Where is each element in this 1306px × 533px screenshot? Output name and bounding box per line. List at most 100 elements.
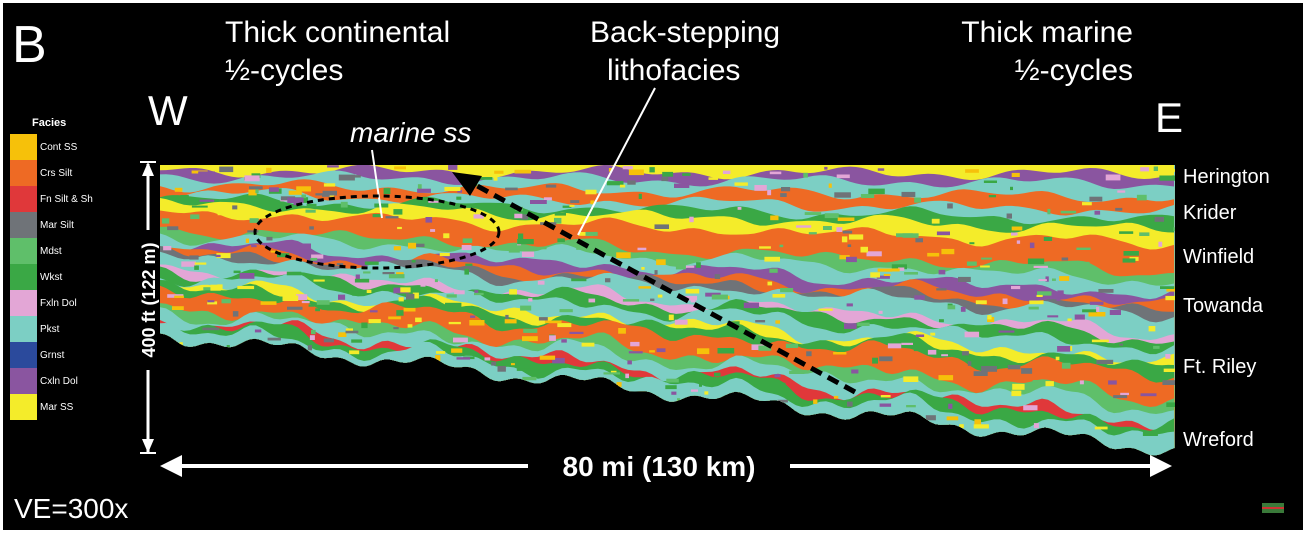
facies-patch bbox=[306, 210, 316, 213]
facies-patch bbox=[448, 165, 457, 170]
facies-patch bbox=[283, 296, 299, 302]
facies-patch bbox=[809, 232, 817, 234]
legend-label: Mdst bbox=[40, 246, 62, 257]
facies-patch bbox=[363, 271, 370, 273]
facies-patch bbox=[1044, 237, 1052, 241]
facies-patch bbox=[269, 187, 279, 192]
facies-patch bbox=[289, 191, 302, 195]
facies-patch bbox=[947, 203, 953, 208]
facies-patch bbox=[888, 343, 901, 348]
facies-patch bbox=[393, 327, 398, 329]
facies-patch bbox=[712, 295, 728, 300]
facies-patch bbox=[625, 374, 629, 379]
facies-patch bbox=[400, 287, 410, 292]
facies-patch bbox=[251, 245, 257, 247]
legend-title: Facies bbox=[32, 117, 66, 129]
facies-patch bbox=[365, 262, 379, 265]
facies-patch bbox=[939, 270, 946, 275]
facies-patch bbox=[780, 288, 793, 292]
facies-patch bbox=[520, 306, 531, 311]
facies-patch bbox=[219, 167, 233, 173]
facies-patch bbox=[630, 342, 639, 346]
facies-patch bbox=[775, 374, 781, 377]
facies-patch bbox=[627, 360, 632, 364]
facies-patch bbox=[190, 214, 199, 219]
facies-patch bbox=[696, 262, 701, 268]
facies-patch bbox=[1115, 208, 1122, 211]
facies-patch bbox=[861, 194, 874, 198]
vertical-scale-label: 400 ft (122 m) bbox=[139, 242, 159, 357]
facies-patch bbox=[904, 272, 918, 275]
facies-patch bbox=[311, 330, 316, 334]
facies-patch bbox=[927, 253, 939, 257]
facies-patch bbox=[369, 319, 381, 323]
facies-patch bbox=[435, 279, 438, 282]
facies-patch bbox=[465, 264, 472, 266]
facies-patch bbox=[980, 266, 990, 268]
facies-patch bbox=[1120, 393, 1129, 395]
facies-patch bbox=[780, 245, 784, 248]
facies-patch bbox=[444, 187, 460, 191]
legend-swatch bbox=[10, 342, 37, 368]
facies-patch bbox=[806, 351, 811, 356]
facies-patch bbox=[255, 330, 261, 333]
facies-patch bbox=[418, 184, 422, 189]
facies-patch bbox=[981, 258, 992, 260]
facies-patch bbox=[629, 351, 643, 353]
facies-patch bbox=[349, 350, 359, 354]
facies-patch bbox=[666, 379, 679, 383]
legend-swatch bbox=[10, 368, 37, 394]
facies-patch bbox=[1059, 276, 1069, 281]
facies-patch bbox=[315, 308, 320, 311]
facies-patch bbox=[582, 343, 595, 347]
facies-patch bbox=[901, 343, 913, 345]
facies-patch bbox=[505, 188, 518, 191]
facies-patch bbox=[1034, 423, 1039, 428]
facies-patch bbox=[847, 303, 853, 306]
facies-patch bbox=[1143, 431, 1158, 436]
facies-patch bbox=[1011, 233, 1018, 236]
legend-label: Mar Silt bbox=[40, 220, 74, 231]
facies-patch bbox=[939, 375, 954, 380]
legend-swatch bbox=[10, 238, 37, 264]
facies-patch bbox=[522, 377, 536, 380]
facies-patch bbox=[629, 170, 644, 176]
facies-patch bbox=[1098, 289, 1113, 293]
facies-patch bbox=[623, 299, 639, 302]
facies-patch bbox=[1080, 380, 1084, 384]
facies-patch bbox=[1008, 365, 1021, 369]
facies-patch bbox=[965, 332, 980, 338]
facies-patch bbox=[509, 289, 517, 294]
facies-patch bbox=[218, 211, 228, 215]
facies-patch bbox=[939, 319, 944, 322]
facies-patch bbox=[941, 354, 948, 356]
facies-patch bbox=[906, 405, 916, 407]
facies-patch bbox=[351, 339, 362, 342]
facies-patch bbox=[823, 226, 832, 230]
facies-patch bbox=[470, 316, 475, 318]
facies-patch bbox=[962, 351, 969, 355]
facies-patch bbox=[903, 376, 918, 382]
facies-patch bbox=[974, 424, 989, 428]
facies-patch bbox=[210, 285, 220, 291]
facies-patch bbox=[770, 172, 782, 175]
facies-patch bbox=[1159, 176, 1175, 181]
facies-patch bbox=[202, 328, 219, 331]
facies-patch bbox=[222, 299, 231, 303]
facies-patch bbox=[287, 272, 302, 276]
facies-patch bbox=[287, 307, 303, 310]
facies-patch bbox=[961, 307, 966, 312]
facies-patch bbox=[341, 202, 348, 208]
facies-patch bbox=[834, 396, 838, 399]
facies-patch bbox=[1137, 195, 1147, 201]
facies-patch bbox=[310, 258, 317, 261]
facies-patch bbox=[639, 194, 642, 199]
facies-patch bbox=[958, 277, 971, 282]
facies-patch bbox=[655, 224, 670, 229]
vertical-exaggeration: VE=300x bbox=[14, 493, 128, 524]
facies-patch bbox=[1082, 202, 1092, 205]
facies-patch bbox=[676, 361, 681, 367]
facies-patch bbox=[585, 190, 596, 195]
facies-patch bbox=[1010, 187, 1013, 190]
facies-patch bbox=[415, 318, 422, 323]
